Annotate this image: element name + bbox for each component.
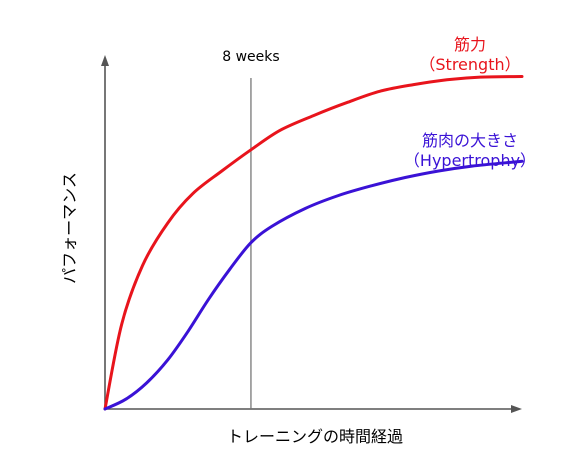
- series-hypertrophy-label-en: （Hypertrophy）: [404, 151, 536, 170]
- y-axis-label: パフォーマンス: [60, 172, 79, 284]
- x-axis-arrow-icon: [511, 405, 522, 413]
- series-strength-line: [103, 75, 524, 411]
- series-hypertrophy-label: 筋肉の大きさ: [422, 131, 518, 150]
- x-axis-label: トレーニングの時間経過: [227, 427, 403, 446]
- series-hypertrophy-line: [103, 159, 524, 411]
- series-strength-label-en: （Strength）: [419, 55, 520, 74]
- y-axis-arrow-icon: [101, 55, 109, 66]
- reference-line-label: 8 weeks: [222, 49, 279, 65]
- series-strength-label: 筋力: [454, 35, 486, 54]
